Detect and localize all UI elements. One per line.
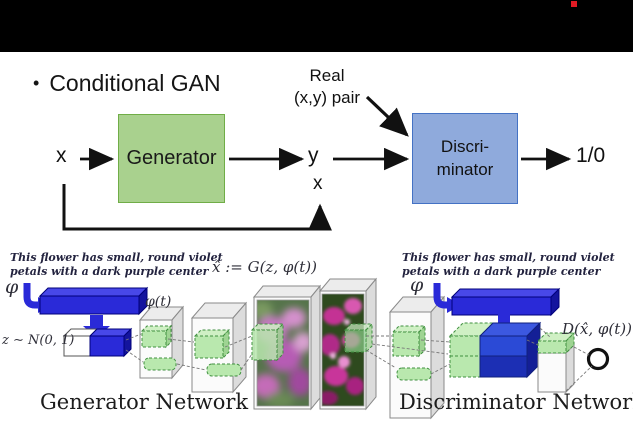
gen-text-line2: petals with a dark purple center — [10, 265, 209, 279]
disc-final-block — [537, 343, 575, 394]
top-black-bar — [0, 0, 633, 52]
result-label: 1/0 — [576, 144, 606, 167]
real-pair-label: Real (x,y) pair — [281, 65, 373, 110]
disc-output-node — [586, 347, 610, 371]
disc-feature-slabs — [391, 324, 432, 381]
slide-title: • Conditional GAN — [33, 70, 221, 97]
gen-phi-t-label: φ(t) — [145, 294, 172, 310]
disc-input-image-block — [318, 277, 378, 411]
slide-title-text: Conditional GAN — [49, 70, 221, 96]
disc-text-description: This flower has small, round violet peta… — [402, 251, 615, 279]
disc-phi-arrow-icon — [433, 283, 461, 313]
disc-text-line1: This flower has small, round violet — [402, 251, 615, 264]
gen-embedding-bar — [38, 286, 149, 316]
gen-output-label: x̂ := G(z, φ(t)) — [212, 258, 317, 276]
gen-conv-block-1 — [138, 305, 185, 380]
disc-connectors — [365, 327, 593, 392]
output-y-label: y — [308, 144, 319, 167]
discriminator-box-line1: Discri- — [440, 137, 490, 157]
disc-real-flower-image — [321, 293, 365, 407]
recording-dot-icon — [571, 1, 577, 7]
gen-conv-block-2 — [190, 301, 248, 394]
disc-text-line2: petals with a dark purple center — [402, 265, 601, 279]
gen-output-image-block — [252, 284, 322, 411]
arrow-real-pair-to-discriminator — [365, 95, 409, 137]
disc-image-patch — [343, 322, 374, 354]
gen-feature-slabs-1 — [140, 324, 177, 371]
discriminator-network-caption: Discriminator Network — [399, 390, 633, 414]
gen-phi-arrow-icon — [23, 283, 52, 313]
disc-concat-block — [448, 321, 542, 379]
gen-text-line1: This flower has small, round violet — [10, 251, 223, 264]
generator-network-caption: Generator Network — [40, 390, 249, 414]
gen-feature-slabs-2 — [193, 328, 242, 377]
disc-output-label: D(x̂, φ(t)) — [562, 320, 632, 338]
disc-embedding-bar — [450, 287, 561, 317]
gen-embedding-down-arrow-icon — [83, 315, 110, 338]
input-x-label: x — [56, 144, 67, 167]
disc-embedding-down-arrow-icon — [491, 313, 517, 335]
gen-z-label: z ∼ N(0, 1) — [2, 333, 75, 348]
discriminator-box: Discri- minator — [412, 113, 518, 204]
condition-x-label: x — [313, 173, 323, 194]
discriminator-box-line2: minator — [436, 159, 494, 179]
gen-connectors — [125, 333, 253, 371]
generator-box-label: Generator — [126, 147, 217, 169]
gen-phi-symbol: φ — [5, 276, 19, 298]
real-pair-line2: (x,y) pair — [293, 88, 361, 108]
gen-generated-flower-image — [256, 299, 310, 407]
generator-box: Generator — [118, 114, 225, 203]
disc-phi-symbol: φ — [410, 274, 424, 296]
gen-text-description: This flower has small, round violet peta… — [10, 251, 223, 279]
bullet-icon: • — [33, 73, 40, 93]
gen-feature-slab-3 — [250, 322, 285, 362]
real-pair-line1: Real — [309, 66, 345, 85]
